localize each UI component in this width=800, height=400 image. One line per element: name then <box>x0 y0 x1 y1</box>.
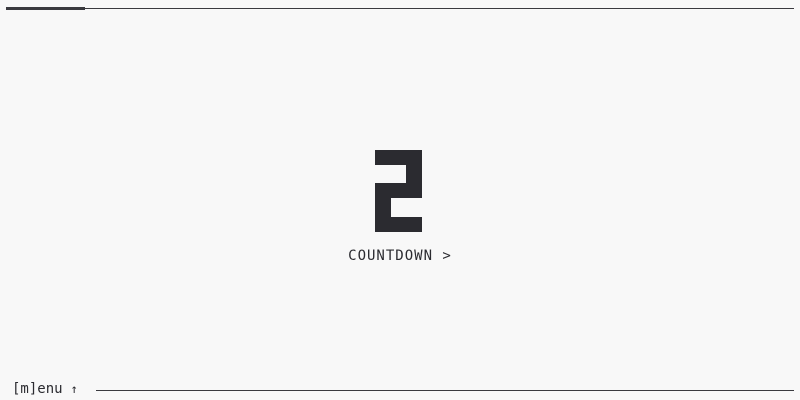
progress-bar <box>6 7 85 10</box>
countdown-digit <box>375 150 422 232</box>
arrow-up-icon: ↑ <box>70 382 78 396</box>
menu-button[interactable]: [m]enu <box>12 381 63 397</box>
countdown-display: 2 <box>375 150 422 232</box>
countdown-digit-value: 2 <box>375 232 376 233</box>
top-rule <box>6 8 794 9</box>
mode-toggle-button[interactable]: COUNTDOWN > <box>348 248 452 264</box>
footer: [m]enu ↑ <box>12 381 78 397</box>
bottom-rule <box>96 390 794 391</box>
digit-segment-bottom <box>375 217 422 232</box>
